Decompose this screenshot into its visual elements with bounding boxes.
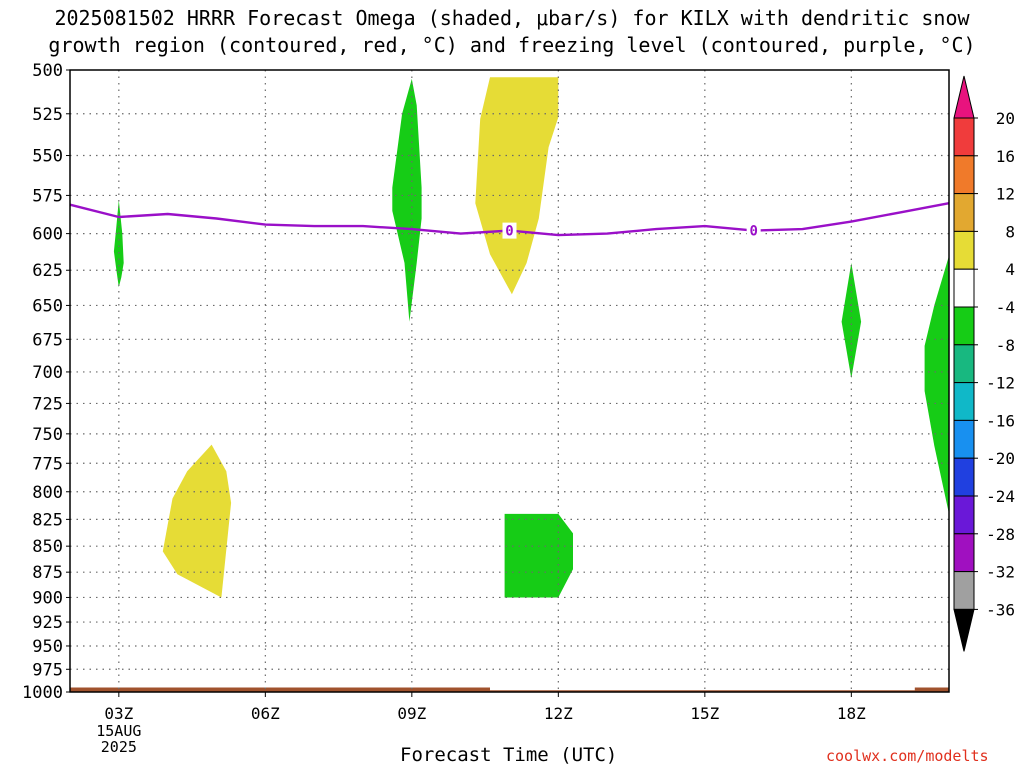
omega-region-3 (475, 77, 559, 295)
colorbar-label-7: -8 (996, 336, 1015, 355)
colorbar-label-3: 12 (996, 185, 1015, 204)
colorbar-label-10: -20 (986, 449, 1015, 468)
y-tick-label-900: 900 (32, 588, 63, 608)
colorbar-bin-10 (953, 457, 975, 497)
x-date-label-2: 2025 (101, 738, 137, 756)
y-tick-label-850: 850 (32, 537, 63, 557)
y-tick-label-675: 675 (32, 330, 63, 350)
colorbar-bin-12 (953, 533, 975, 573)
y-tick-label-700: 700 (32, 363, 63, 383)
colorbar-bin-4 (953, 230, 975, 270)
colorbar-label-4: 8 (1005, 222, 1015, 241)
terrain-layer (70, 687, 949, 692)
colorbar-label-12: -28 (986, 525, 1015, 544)
y-tick-label-525: 525 (32, 105, 63, 125)
y-tick-label-600: 600 (32, 225, 63, 245)
freezing-level-label-2: 0 (749, 224, 757, 240)
colorbar-label-5: 4 (1005, 260, 1015, 279)
x-date-label-1: 15AUG (96, 722, 141, 740)
colorbar-bin-6 (953, 306, 975, 346)
omega-region-4 (841, 263, 862, 379)
y-tick-label-975: 975 (32, 660, 63, 680)
y-tick-label-500: 500 (32, 61, 63, 81)
x-tick-label-03Z: 03Z (104, 704, 133, 723)
x-axis-title: Forecast Time (UTC) (400, 744, 618, 766)
colorbar-bin-8 (953, 382, 975, 421)
omega-region-6 (162, 444, 232, 598)
axes-layer: 500 525 550 575 600 625 650 675 700 725 750 775 800 8… (22, 61, 950, 756)
x-tick-label-15Z: 15Z (690, 704, 719, 723)
y-tick-label-650: 650 (32, 296, 63, 316)
y-tick-label-725: 725 (32, 394, 63, 414)
y-tick-label-775: 775 (32, 454, 63, 474)
x-tick-label-12Z: 12Z (544, 704, 573, 723)
colorbar-bin-7 (953, 344, 975, 384)
x-tick-label-18Z: 18Z (837, 704, 866, 723)
y-tick-label-800: 800 (32, 483, 63, 503)
y-tick-label-950: 950 (32, 637, 63, 657)
colorbar-label-9: -16 (986, 411, 1015, 430)
colorbar-bin-9 (953, 419, 975, 459)
y-tick-label-550: 550 (32, 147, 63, 167)
colorbar-label-6: -4 (996, 298, 1015, 317)
omega-region-5 (924, 255, 949, 514)
colorbar-bin-3 (953, 193, 975, 232)
colorbar-top-triangle (953, 75, 975, 119)
colorbar-bin-5 (953, 268, 975, 308)
x-tick-label-06Z: 06Z (251, 704, 280, 723)
colorbar-label-8: -12 (986, 374, 1015, 393)
colorbar-label-13: -32 (986, 563, 1015, 582)
omega-region-2 (392, 78, 422, 322)
colorbar-label-11: -24 (986, 487, 1015, 506)
omega-region-7 (504, 513, 573, 598)
y-tick-label-750: 750 (32, 425, 63, 445)
y-tick-label-625: 625 (32, 261, 63, 281)
colorbar-label-14: -36 (986, 600, 1015, 619)
y-tick-label-1000: 1000 (22, 683, 63, 703)
colorbar: 20 16 12 8 4 -4 -8 -12 -16 -20 -24 -28 -32 -36 (953, 75, 1015, 652)
colorbar-label-1: 20 (996, 109, 1015, 128)
omega-shaded-layer (70, 70, 949, 692)
colorbar-label-2: 16 (996, 147, 1015, 166)
colorbar-bin-13 (953, 571, 975, 610)
chart-title-line-2: growth region (contoured, red, °C) and f… (48, 33, 976, 57)
y-tick-label-925: 925 (32, 613, 63, 633)
y-tick-label-825: 825 (32, 510, 63, 530)
terrain-fill (70, 687, 949, 692)
freezing-level-label-1: 0 (505, 224, 513, 240)
y-tick-label-875: 875 (32, 563, 63, 583)
plot-frame (69, 69, 950, 693)
x-tick-label-09Z: 09Z (397, 704, 426, 723)
colorbar-bin-11 (953, 495, 975, 535)
colorbar-bottom-triangle (953, 608, 975, 652)
chart-title-line-1: 2025081502 HRRR Forecast Omega (shaded, … (54, 6, 970, 30)
y-tick-label-575: 575 (32, 186, 63, 206)
colorbar-bin-1 (953, 117, 975, 157)
omega-region-1 (113, 200, 124, 288)
colorbar-bin-2 (953, 155, 975, 195)
source-credit: coolwx.com/modelts (826, 747, 989, 765)
